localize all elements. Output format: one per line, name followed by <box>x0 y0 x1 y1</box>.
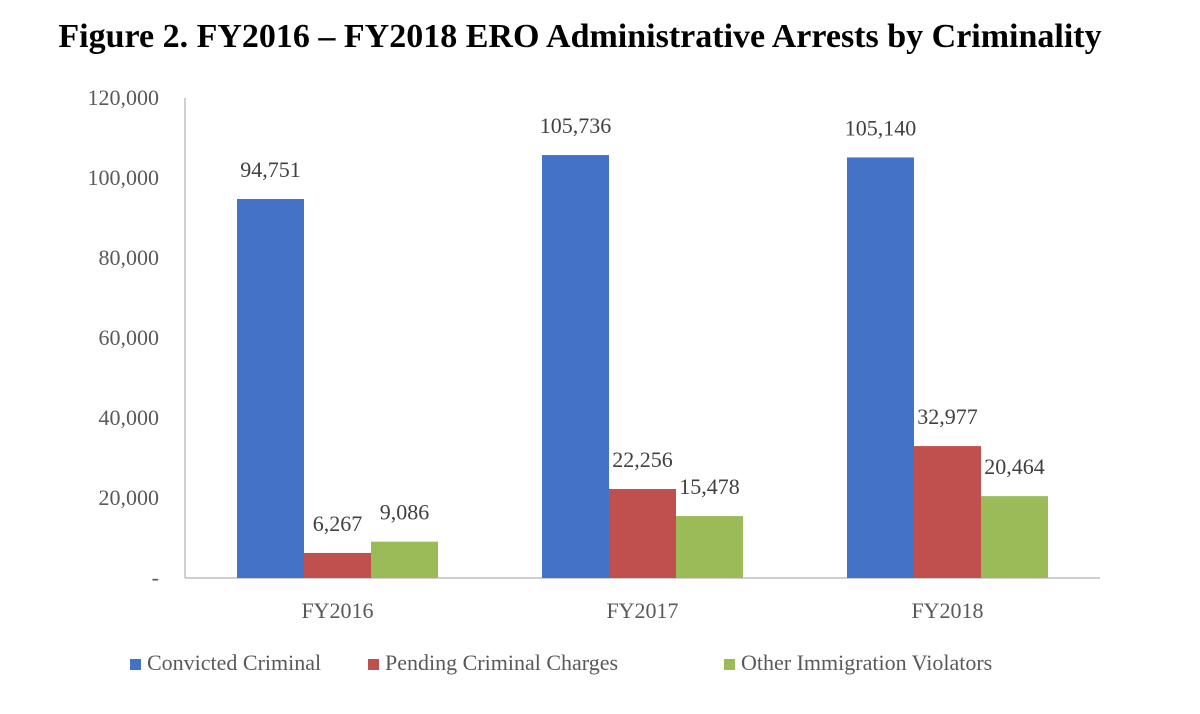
data-label: 105,736 <box>540 113 612 138</box>
legend-swatch <box>724 659 735 670</box>
data-label: 32,977 <box>917 404 978 429</box>
bar <box>676 516 743 578</box>
data-label: 22,256 <box>612 447 673 472</box>
data-label: 20,464 <box>984 454 1045 479</box>
y-tick-label: 100,000 <box>88 165 160 190</box>
legend: Convicted Criminal Pending Criminal Charg… <box>130 650 992 675</box>
y-tick-label: 80,000 <box>99 245 160 270</box>
data-label: 105,140 <box>845 115 917 140</box>
axes: - 20,000 40,000 60,000 80,000 100,000 120,000 F… <box>88 85 1100 623</box>
data-label: 15,478 <box>679 474 740 499</box>
x-tick-label: FY2018 <box>911 598 983 623</box>
x-tick-label: FY2017 <box>606 598 678 623</box>
y-tick-label: 40,000 <box>99 405 160 430</box>
bar <box>542 155 609 578</box>
bar <box>371 541 438 578</box>
legend-swatch <box>368 659 379 670</box>
bars <box>237 155 1048 578</box>
data-label: 9,086 <box>380 500 430 525</box>
bar <box>981 496 1048 578</box>
bar <box>914 446 981 578</box>
y-tick-label: 120,000 <box>88 85 160 110</box>
legend-label: Other Immigration Violators <box>741 650 992 675</box>
bar <box>847 157 914 578</box>
bar <box>237 198 304 578</box>
bar <box>304 552 371 578</box>
chart-title: Figure 2. FY2016 – FY2018 ERO Administra… <box>58 18 1102 55</box>
legend-label: Pending Criminal Charges <box>385 650 618 675</box>
y-tick-label: 60,000 <box>99 325 160 350</box>
y-tick-label: 20,000 <box>99 485 160 510</box>
data-label: 6,267 <box>313 511 363 536</box>
data-label: 94,751 <box>240 157 301 182</box>
bar <box>609 488 676 578</box>
y-tick-label: - <box>152 565 159 590</box>
legend-swatch <box>130 659 141 670</box>
legend-label: Convicted Criminal <box>147 650 321 675</box>
x-tick-label: FY2016 <box>301 598 373 623</box>
